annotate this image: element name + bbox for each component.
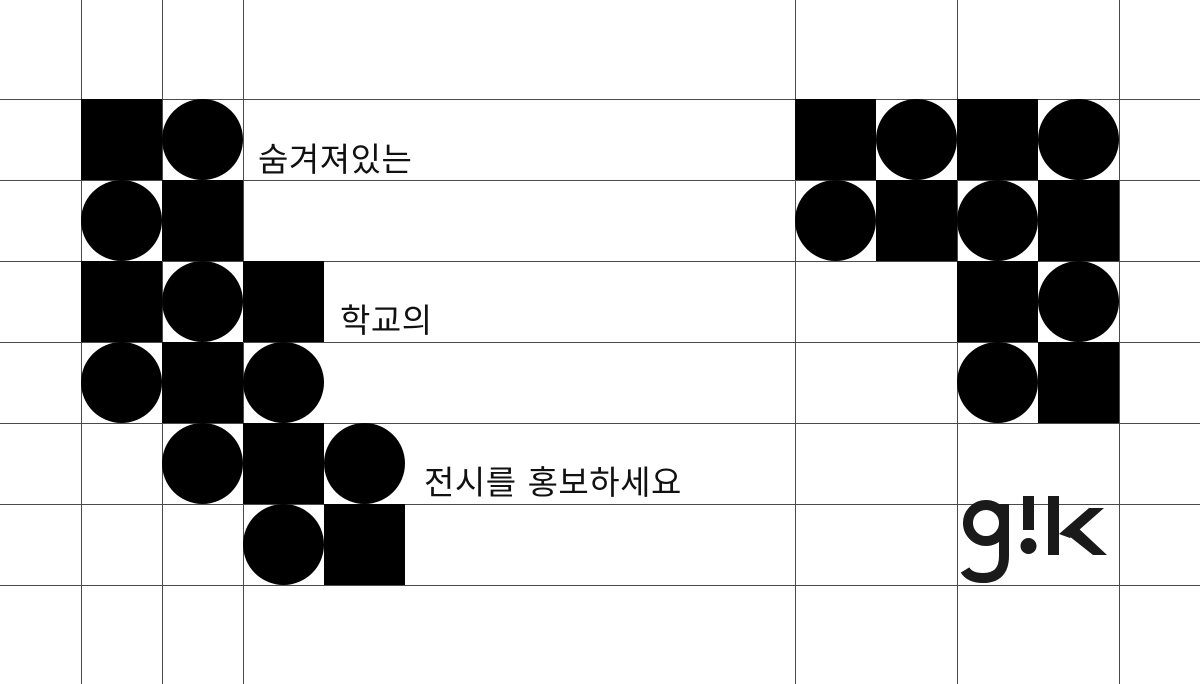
pattern-circle [162,261,243,342]
pattern-square [243,261,324,342]
pattern-square [795,99,876,180]
pattern-circle [1038,99,1119,180]
logo-exclamation-bar [1023,496,1034,530]
logo-exclamation-dot [1020,538,1037,554]
pattern-circle [957,180,1038,261]
pattern-square [162,180,243,261]
pattern-circle [1038,261,1119,342]
tagline-line-2: 학교의 [340,301,433,340]
pattern-circle [81,180,162,261]
pattern-circle [795,180,876,261]
pattern-square [81,261,162,342]
pattern-circle [243,342,324,423]
pattern-square [243,423,324,504]
pattern-circle [162,423,243,504]
pattern-circle [876,99,957,180]
grid-line-horizontal [0,585,1200,586]
pattern-square [162,342,243,423]
grid-line-horizontal [0,342,1200,343]
pattern-square [1038,342,1119,423]
pattern-square [876,180,957,261]
pattern-circle [162,99,243,180]
grid-line-horizontal [0,261,1200,262]
tagline-line-1: 숨겨져있는 [258,140,413,179]
tagline-line-3: 전시를 홍보하세요 [424,463,682,502]
logo-letter-g [960,500,1009,584]
pattern-circle [957,342,1038,423]
grid-line-horizontal [0,423,1200,424]
pattern-circle [243,504,324,585]
pattern-square [324,504,405,585]
pattern-square [1038,180,1119,261]
grid-line-horizontal [0,99,1200,100]
logo-letter-k [1048,496,1107,555]
grid-line-horizontal [0,180,1200,181]
grid-line-horizontal [0,504,1200,505]
pattern-circle [324,423,405,504]
gk-logo [960,496,1107,584]
pattern-square [81,99,162,180]
pattern-circle [81,342,162,423]
pattern-square [957,99,1038,180]
pattern-square [957,261,1038,342]
